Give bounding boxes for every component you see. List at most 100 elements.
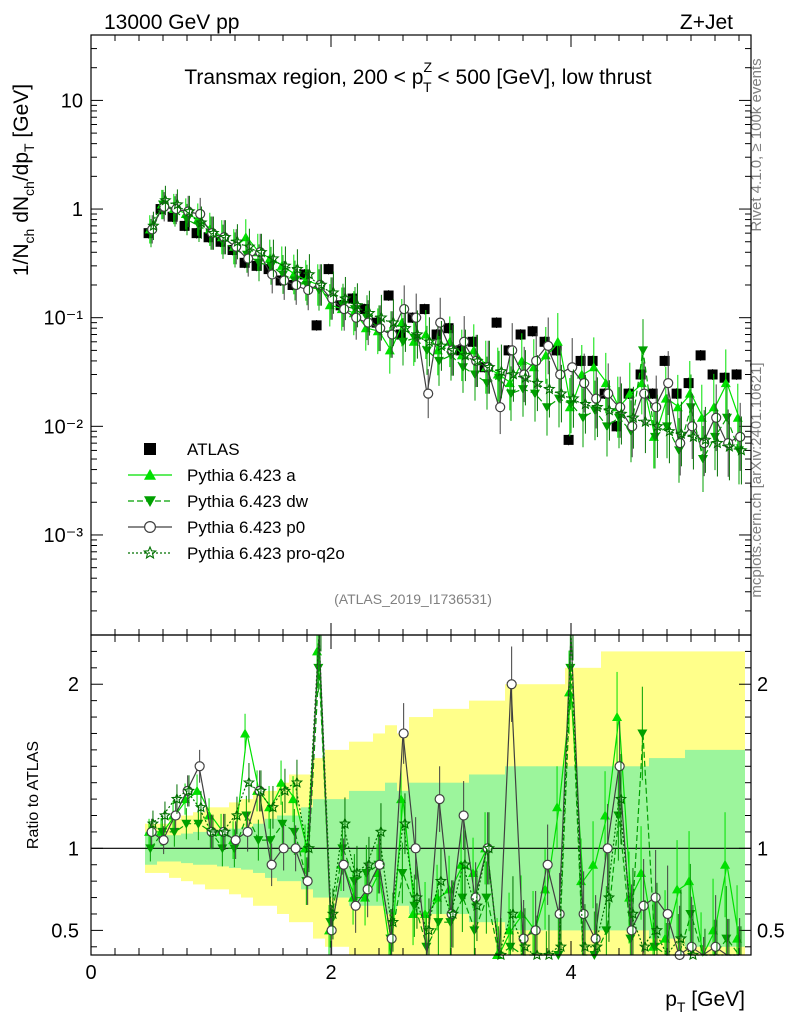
data-point-star bbox=[447, 343, 460, 356]
data-point-star bbox=[626, 907, 640, 920]
xlabel-part: [GeV] bbox=[685, 988, 745, 1011]
data-point-circle bbox=[590, 933, 601, 944]
data-point-square bbox=[563, 434, 574, 445]
data-point-square bbox=[731, 369, 742, 380]
legend-label: Pythia 6.423 dw bbox=[187, 492, 309, 511]
data-point-circle bbox=[615, 402, 626, 413]
data-point-star bbox=[327, 286, 340, 298]
data-point-star bbox=[326, 907, 340, 920]
y-tick-label: 10⁻² bbox=[44, 416, 84, 438]
data-point-circle bbox=[626, 925, 637, 936]
data-point-circle bbox=[399, 303, 410, 315]
y-tick-label-right: 0.5 bbox=[757, 920, 785, 942]
data-point-triangle-down bbox=[637, 729, 648, 739]
data-point-square bbox=[707, 369, 718, 380]
data-point-circle bbox=[542, 859, 553, 870]
data-point-star bbox=[530, 948, 544, 961]
data-point-circle bbox=[242, 826, 253, 838]
data-point-circle bbox=[554, 908, 565, 920]
data-point-triangle-up bbox=[720, 378, 731, 388]
data-point-circle bbox=[663, 377, 674, 389]
x-tick-label: 4 bbox=[565, 962, 576, 984]
data-point-star bbox=[495, 364, 508, 377]
data-point-square bbox=[683, 378, 694, 389]
data-point-circle bbox=[579, 377, 590, 389]
data-point-star bbox=[471, 354, 484, 367]
data-point-circle bbox=[195, 208, 206, 220]
data-point-star bbox=[531, 376, 544, 389]
data-point-circle bbox=[363, 317, 374, 328]
data-point-triangle-down bbox=[458, 363, 468, 373]
data-point-triangle-down bbox=[686, 403, 696, 413]
data-point-circle bbox=[423, 388, 434, 399]
data-point-star bbox=[374, 825, 388, 838]
data-point-square bbox=[419, 304, 430, 315]
data-point-triangle-up bbox=[408, 336, 419, 346]
data-point-circle bbox=[338, 859, 349, 870]
data-point-triangle-up bbox=[552, 802, 563, 812]
data-point-square bbox=[443, 323, 454, 334]
ylabel-part: dN bbox=[10, 196, 33, 229]
data-point-triangle-down bbox=[397, 868, 408, 878]
data-point-circle bbox=[351, 312, 362, 323]
data-point-square bbox=[635, 369, 646, 380]
data-point-star bbox=[338, 817, 352, 829]
data-point-star bbox=[315, 278, 328, 291]
data-point-square bbox=[311, 320, 322, 331]
data-point-circle bbox=[386, 933, 397, 944]
data-point-square bbox=[359, 304, 370, 315]
data-point-triangle-down bbox=[434, 356, 444, 366]
series-pythia-6-423-pro-q2o bbox=[147, 185, 748, 485]
data-point-triangle-down bbox=[698, 455, 708, 465]
data-point-star bbox=[351, 298, 364, 311]
data-point-circle bbox=[398, 728, 409, 739]
data-point-triangle-down bbox=[518, 385, 528, 395]
y-tick-label: 0.5 bbox=[51, 920, 79, 942]
data-point-square bbox=[383, 290, 394, 301]
data-point-triangle-down bbox=[289, 827, 300, 837]
data-point-circle bbox=[735, 431, 746, 442]
data-point-star bbox=[603, 403, 616, 416]
data-point-square bbox=[647, 388, 658, 399]
data-point-circle bbox=[627, 421, 638, 432]
data-point-circle bbox=[567, 362, 578, 373]
rivet-label: Rivet 4.1.0, ≥ 100k events bbox=[748, 58, 765, 231]
data-point-triangle-up bbox=[720, 859, 731, 869]
data-point-star bbox=[398, 817, 412, 829]
data-point-star bbox=[230, 809, 244, 821]
data-point-star bbox=[723, 440, 736, 452]
data-point-circle bbox=[326, 925, 337, 936]
data-point-triangle-down bbox=[578, 413, 588, 423]
data-point-circle bbox=[686, 941, 697, 952]
data-point-circle bbox=[194, 761, 205, 772]
data-point-circle bbox=[638, 900, 649, 911]
data-point-star bbox=[242, 776, 256, 788]
data-point-triangle-up bbox=[408, 908, 419, 918]
data-point-star bbox=[735, 443, 748, 456]
data-point-square bbox=[179, 220, 190, 231]
data-point-triangle-down bbox=[398, 337, 408, 347]
data-point-circle bbox=[387, 329, 398, 340]
data-point-star bbox=[578, 940, 592, 952]
data-point-circle bbox=[243, 253, 254, 264]
data-point-circle bbox=[459, 336, 470, 347]
data-point-star bbox=[494, 948, 508, 961]
data-point-star bbox=[290, 776, 304, 788]
data-point-star bbox=[207, 226, 220, 239]
data-point-star bbox=[386, 915, 400, 928]
ratio-line bbox=[150, 667, 740, 957]
data-point-star bbox=[482, 841, 496, 854]
main-panel: 10 1 10⁻¹ 10⁻² 10⁻³ Transmax region, 200 < p… bbox=[10, 34, 752, 636]
data-point-star bbox=[291, 262, 304, 275]
data-point-star bbox=[411, 328, 424, 340]
data-point-triangle-down bbox=[602, 422, 612, 432]
data-point-star bbox=[675, 427, 688, 440]
data-point-circle bbox=[530, 925, 541, 936]
data-point-triangle-down bbox=[277, 819, 288, 829]
main-axis-ticks: 10 1 10⁻¹ 10⁻² 10⁻³ bbox=[44, 34, 751, 635]
data-point-triangle-up bbox=[672, 402, 683, 412]
data-point-triangle-down bbox=[144, 496, 156, 507]
data-point-star bbox=[458, 858, 472, 870]
data-point-circle bbox=[651, 402, 662, 413]
